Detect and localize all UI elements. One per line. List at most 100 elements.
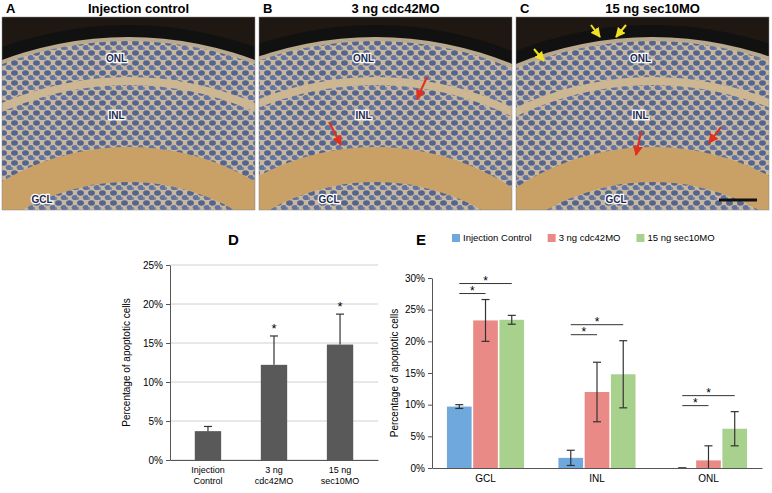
error-stem [485,300,486,342]
x-axis: InjectionControl 3 ngcdc42MO 15 ngsec10MO [171,460,379,486]
bar [195,431,221,460]
error-cap [619,407,627,408]
bar [261,365,287,460]
tissue-layer [516,77,769,210]
tissue-layer [259,25,512,210]
arrow [636,132,641,155]
bar [670,468,695,469]
layer-label: GCL [318,194,339,205]
y-tick-mark [428,373,432,374]
x-tick-label: GCL [475,473,496,484]
y-axis-line [432,279,433,469]
panel-title: Injection control [88,1,189,16]
error-stem [570,450,571,465]
error-bar [508,315,516,324]
tissue-layer [259,85,512,210]
significance-star: * [470,284,475,298]
error-bar [731,412,739,446]
layer-label: INL [108,110,124,121]
error-cap [482,341,490,342]
legend: Injection Control3 ng cdc42MO15 ng sec10… [452,232,715,243]
bar [447,407,472,468]
significance-star: * [706,386,711,400]
y-tick: 25% [143,260,170,271]
significance-star: * [271,321,276,336]
tissue-layer [259,182,512,210]
error-bar [336,314,344,344]
x-axis-line [433,468,763,469]
x-tick-label: 15 ngsec10MO [321,465,360,485]
tissue-layer [259,17,512,210]
error-cap [508,315,516,316]
y-axis-line [170,266,171,461]
error-cap [593,421,601,422]
micrograph [259,17,512,210]
panel-title: 15 ng sec10MO [605,1,700,16]
legend-label: Injection Control [463,232,532,243]
y-tick: 10% [405,399,432,410]
significance-star: * [582,325,587,339]
arrow [616,25,626,37]
bar-chart: 0%5%10%15%20%25%30%GCLINLONLPercentage o… [389,231,763,484]
y-tick-mark [428,468,432,469]
y-axis-title: Percentage of apoptotic cells [389,309,400,437]
error-bar [204,426,212,431]
error-stem [207,426,208,431]
legend-swatch [548,234,556,242]
y-tick-mark [166,382,170,383]
arrow [417,77,427,99]
tissue-layer [2,77,255,210]
error-cap [455,404,463,405]
y-tick: 15% [405,368,432,379]
scale-bar [719,199,757,202]
panel-frame [516,17,769,210]
layer-label: ONL [630,53,651,64]
panel-letter: C [520,1,530,16]
panel-title: 3 ng cdc42MO [351,1,439,16]
tissue-layer [259,77,512,210]
panel-frame [259,17,512,210]
y-tick-label: 15% [405,368,425,379]
y-tick-mark [166,343,170,344]
y-tick-label: 0% [411,463,426,474]
grid-line [170,304,378,305]
y-tick-mark [166,304,170,305]
panel-letter: A [6,1,16,16]
tissue-layer [516,25,769,210]
error-stem [708,446,709,468]
legend-swatch [636,234,644,242]
tissue-layer [2,17,255,210]
error-stem [596,362,597,422]
bar-chart: 0%5%10%15%20%25%InjectionControl3 ngcdc4… [121,231,379,486]
y-tick-label: 20% [405,336,425,347]
x-axis-line [171,460,379,461]
arrow [329,122,341,145]
x-tick: InjectionControl [191,460,225,486]
error-cap [455,408,463,409]
y-tick: 0% [149,455,170,466]
y-tick: 20% [405,336,432,347]
error-stem [734,412,735,446]
y-tick: 5% [411,431,432,442]
x-tick: GCL [475,468,496,484]
significance-star: * [693,396,698,410]
tissue-layer [2,147,255,210]
y-tick: 25% [405,304,432,315]
x-tick-label: ONL [698,473,719,484]
y-tick-mark [428,436,432,437]
error-bar [270,336,278,365]
significance-star: * [338,299,343,314]
x-tick: INL [589,468,605,484]
panel-letter: B [263,1,272,16]
error-cap [567,465,575,466]
tissue-layer [516,37,769,210]
figure: ONL INL GCL A Injection control ONL INL GCL B 3 n… [0,0,772,493]
y-tick-mark [428,405,432,406]
x-tick-label: 3 ngcdc42MO [255,465,294,485]
x-tick-label: InjectionControl [191,465,225,485]
y-tick-mark [428,278,432,279]
y-tick-label: 5% [149,416,164,427]
plot-area [447,300,747,468]
legend-label: 3 ng cdc42MO [559,232,621,243]
y-tick-mark [166,460,170,461]
